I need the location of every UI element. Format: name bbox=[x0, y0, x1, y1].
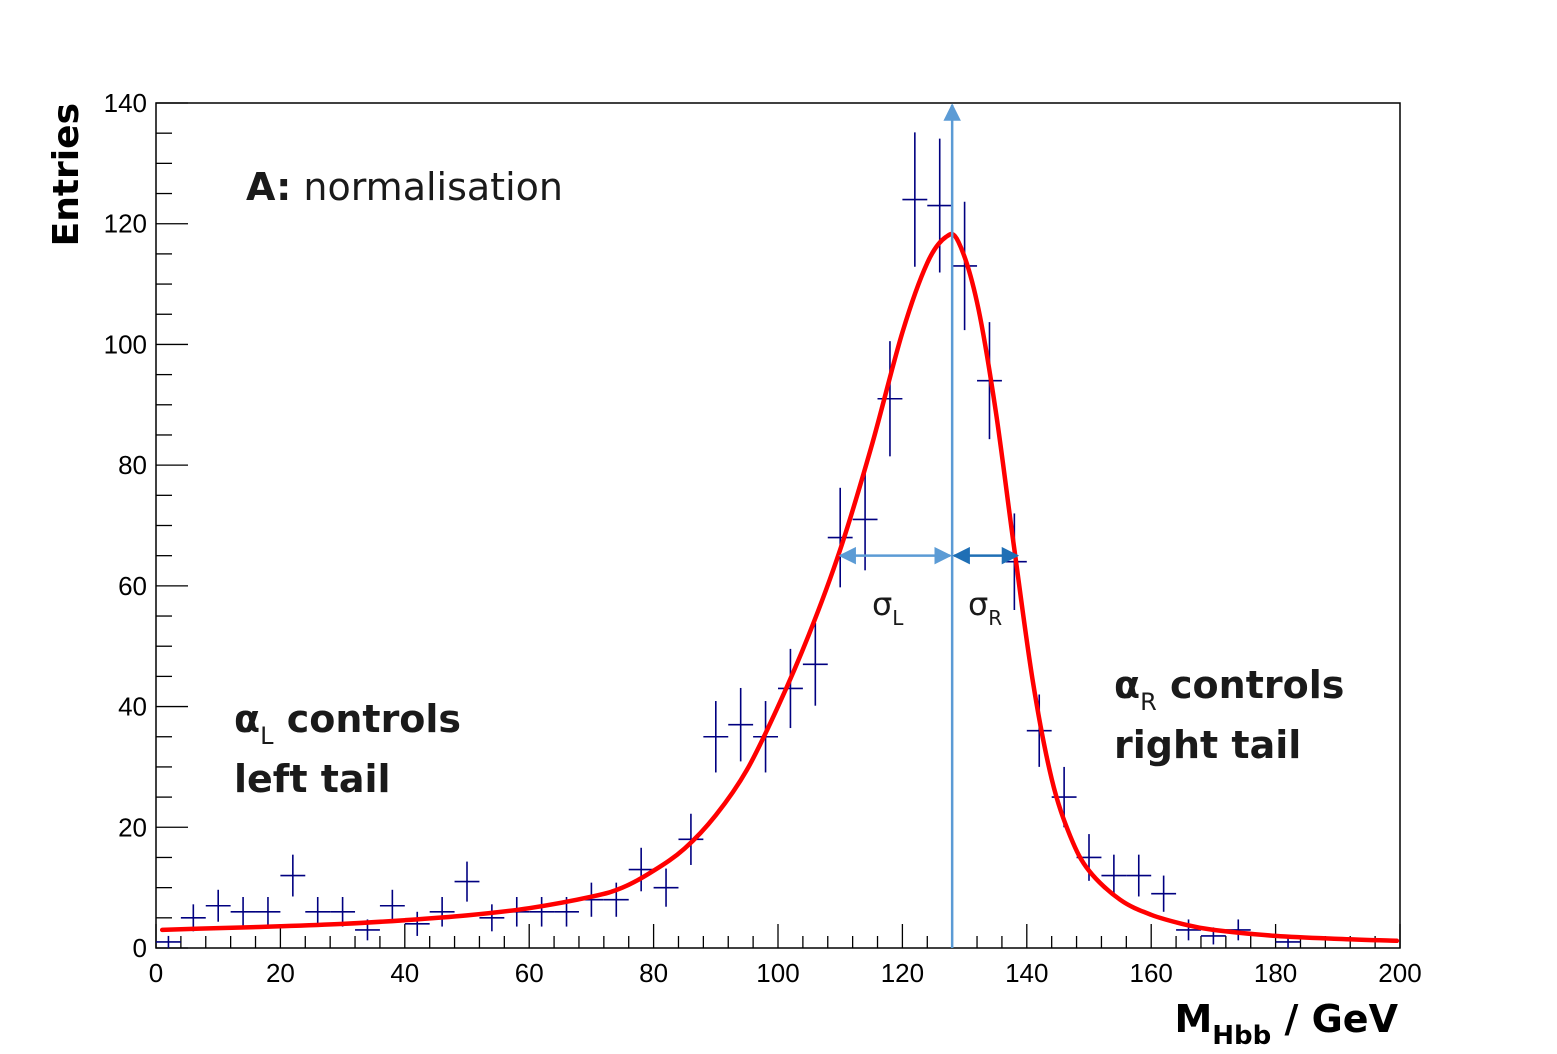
data-point bbox=[205, 889, 231, 922]
y-tick-label: 0 bbox=[133, 933, 147, 963]
y-tick-label: 20 bbox=[118, 812, 147, 842]
x-tick-label: 80 bbox=[639, 958, 668, 988]
data-points bbox=[156, 132, 1301, 948]
sigma-right-label: σR bbox=[968, 585, 1002, 630]
y-tick-label: 120 bbox=[104, 209, 147, 239]
alpha-right-text: controls bbox=[1157, 663, 1345, 707]
x-tick-label: 100 bbox=[756, 958, 799, 988]
data-point bbox=[653, 868, 679, 907]
data-point bbox=[454, 861, 480, 902]
x-tick-label: 0 bbox=[149, 958, 163, 988]
fit-curve bbox=[159, 231, 1400, 944]
data-point bbox=[902, 132, 928, 267]
x-tick-label: 140 bbox=[1005, 958, 1048, 988]
data-point bbox=[305, 897, 331, 927]
data-point bbox=[877, 341, 903, 457]
data-point bbox=[927, 138, 953, 273]
axis-ticks: 0 20 40 60 80 100 120 140 160 180 200 0 20 40 60 80 100 1… bbox=[104, 88, 1422, 988]
sigma-left-symbol: σ bbox=[872, 585, 892, 623]
y-tick-label: 80 bbox=[118, 450, 147, 480]
data-point bbox=[156, 935, 181, 948]
alpha-left-line1: αL controls bbox=[234, 697, 461, 750]
data-point bbox=[628, 847, 654, 892]
sigma-left-subscript: L bbox=[892, 606, 904, 630]
alpha-left-line2: left tail bbox=[234, 757, 391, 801]
x-axis-title-unit: / GeV bbox=[1271, 997, 1398, 1041]
x-tick-label: 40 bbox=[390, 958, 419, 988]
alpha-right-subscript: R bbox=[1140, 688, 1157, 716]
x-tick-label: 180 bbox=[1254, 958, 1297, 988]
y-tick-label: 100 bbox=[104, 329, 147, 359]
data-point bbox=[778, 648, 803, 729]
alpha-right-line1: αR controls bbox=[1114, 663, 1344, 716]
data-point bbox=[1151, 875, 1177, 912]
alpha-left-symbol: α bbox=[234, 697, 260, 741]
y-tick-label: 140 bbox=[104, 88, 147, 118]
sigma-right-subscript: R bbox=[988, 606, 1002, 630]
alpha-right-line2: right tail bbox=[1114, 723, 1301, 767]
data-point bbox=[255, 897, 281, 927]
data-point bbox=[827, 487, 853, 588]
normalisation-prefix: A: bbox=[246, 165, 291, 209]
sigma-markers bbox=[838, 103, 1020, 948]
normalisation-annotation: A: normalisation bbox=[246, 165, 563, 209]
fit-curve-layer bbox=[159, 231, 1400, 944]
data-point bbox=[330, 897, 356, 927]
data-point bbox=[404, 911, 430, 936]
y-tick-label: 60 bbox=[118, 571, 147, 601]
data-point bbox=[703, 701, 729, 773]
data-point bbox=[1101, 854, 1127, 897]
data-point bbox=[379, 889, 405, 922]
x-tick-label: 200 bbox=[1378, 958, 1421, 988]
data-point bbox=[230, 897, 256, 927]
alpha-right-symbol: α bbox=[1114, 663, 1140, 707]
alpha-left-text: controls bbox=[273, 697, 461, 741]
sigma-left-label: σL bbox=[872, 585, 904, 630]
y-tick-label: 40 bbox=[118, 692, 147, 722]
x-tick-label: 20 bbox=[266, 958, 295, 988]
x-tick-label: 120 bbox=[881, 958, 924, 988]
sigma-right-symbol: σ bbox=[968, 585, 988, 623]
data-point bbox=[1176, 919, 1201, 941]
data-point bbox=[952, 201, 978, 331]
data-point bbox=[429, 897, 455, 927]
data-point bbox=[728, 687, 754, 762]
x-tick-label: 160 bbox=[1130, 958, 1173, 988]
x-tick-label: 60 bbox=[515, 958, 544, 988]
y-axis-title: Entries bbox=[46, 103, 87, 246]
data-point bbox=[1126, 854, 1152, 897]
alpha-left-subscript: L bbox=[260, 722, 274, 750]
data-point bbox=[529, 897, 555, 927]
x-axis-title: MHbb / GeV bbox=[1174, 997, 1398, 1051]
x-axis-title-subscript: Hbb bbox=[1212, 1021, 1271, 1051]
data-point bbox=[479, 904, 505, 932]
data-point bbox=[802, 622, 828, 706]
plot-frame bbox=[155, 102, 1401, 949]
data-point bbox=[678, 813, 704, 865]
normalisation-label: normalisation bbox=[291, 165, 563, 209]
x-axis-title-main: M bbox=[1174, 997, 1212, 1041]
data-point bbox=[280, 854, 306, 897]
